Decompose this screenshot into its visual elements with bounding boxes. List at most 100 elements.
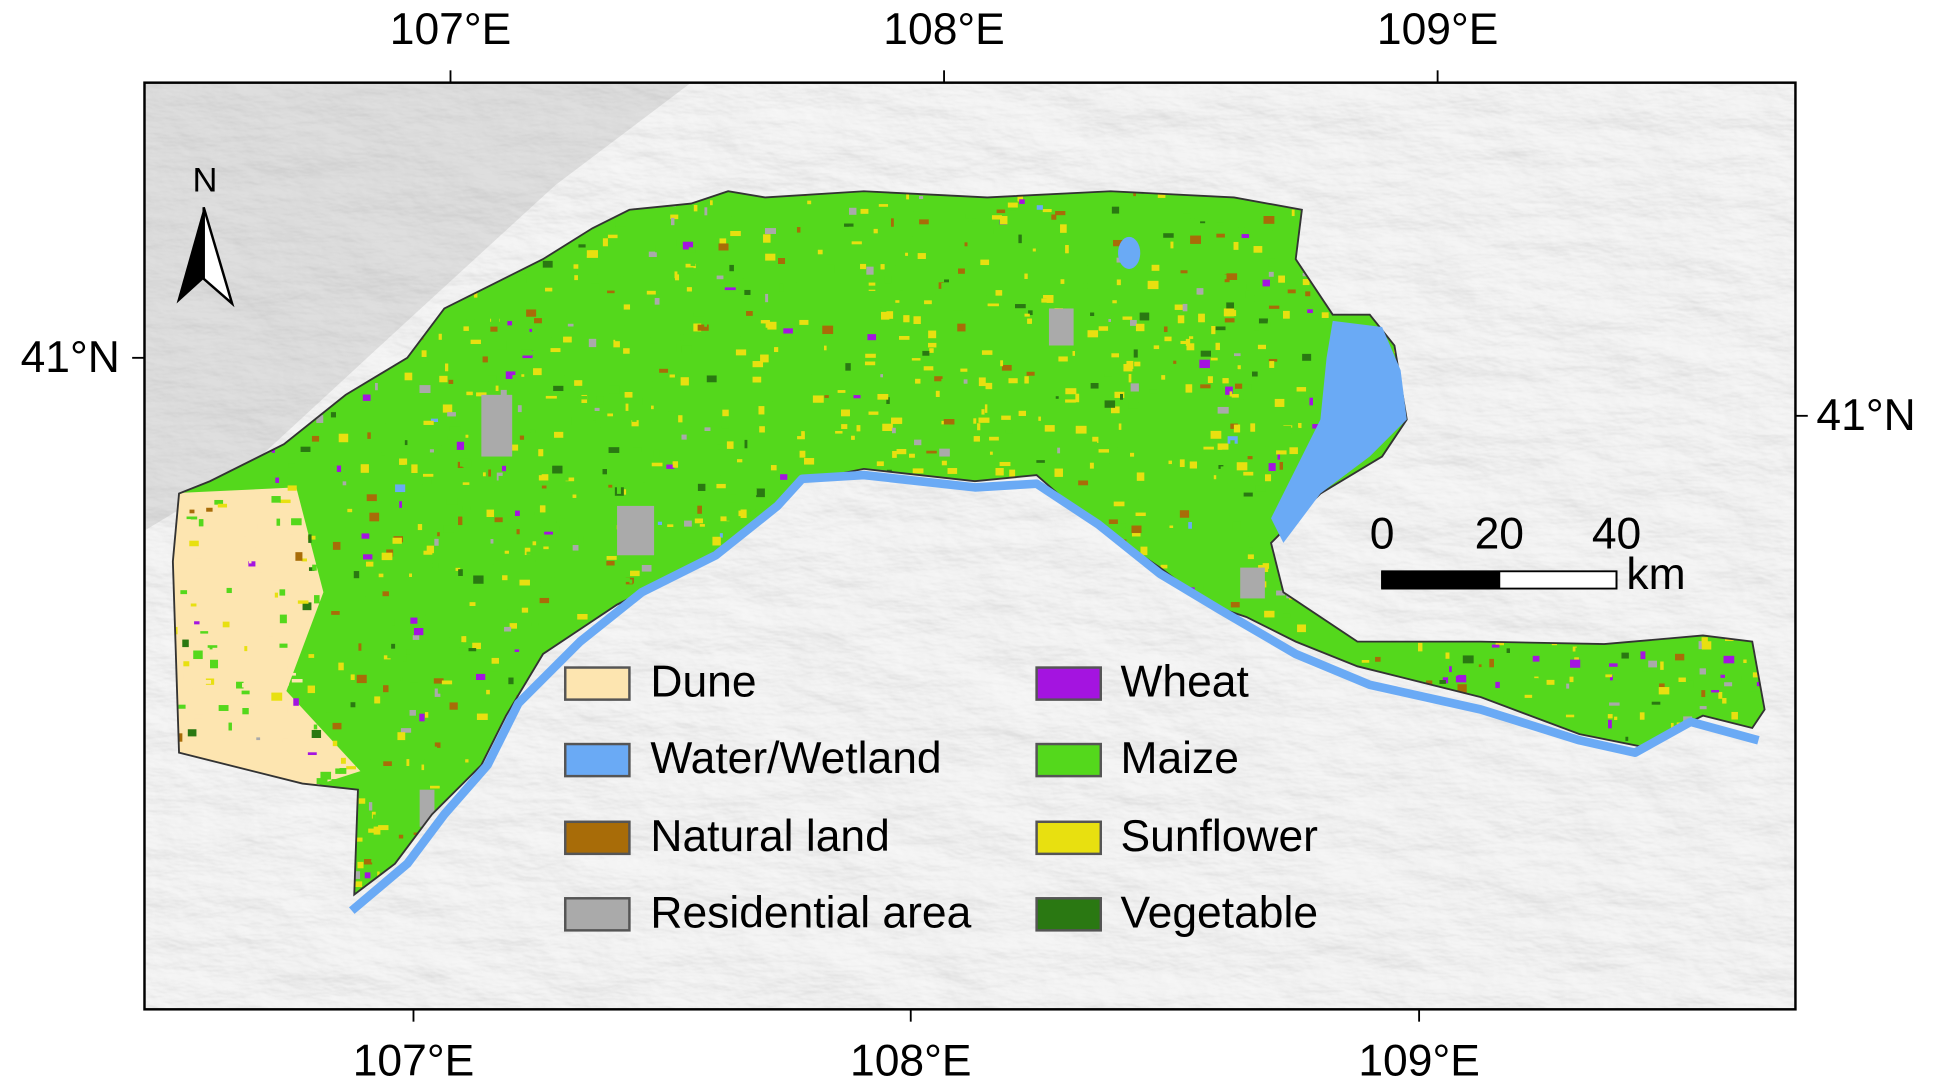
land-patch: [905, 252, 908, 256]
land-patch: [1642, 664, 1648, 672]
land-patch: [1181, 503, 1185, 508]
land-patch: [782, 408, 792, 414]
land-patch: [519, 435, 525, 440]
land-patch: [672, 461, 679, 468]
land-patch: [543, 546, 549, 550]
land-patch: [774, 347, 779, 353]
land-patch: [524, 547, 531, 556]
land-patch: [291, 679, 303, 683]
land-patch: [1022, 404, 1029, 409]
land-patch: [309, 664, 316, 671]
land-patch: [1246, 284, 1253, 291]
land-patch: [654, 297, 660, 305]
land-patch: [923, 366, 935, 371]
land-patch: [707, 498, 713, 503]
land-patch: [1111, 216, 1119, 224]
land-patch: [1116, 257, 1122, 263]
land-patch: [1046, 295, 1054, 303]
land-patch: [560, 512, 565, 519]
land-patch: [608, 225, 616, 232]
land-patch: [434, 688, 441, 697]
land-patch: [623, 304, 631, 310]
land-patch: [473, 454, 477, 463]
land-patch: [496, 341, 507, 350]
land-patch: [195, 554, 203, 559]
land-patch: [799, 450, 806, 458]
land-patch: [1734, 675, 1742, 682]
land-patch: [504, 626, 512, 632]
land-patch: [1220, 466, 1227, 470]
land-patch: [406, 759, 410, 767]
land-patch: [279, 614, 287, 624]
land-patch: [613, 501, 617, 509]
bottom-label: 107°E: [353, 1036, 474, 1085]
land-patch: [941, 460, 947, 466]
land-patch: [238, 730, 246, 735]
land-patch: [1268, 271, 1274, 277]
land-patch: [1216, 222, 1224, 226]
land-patch: [1625, 736, 1629, 741]
land-patch: [738, 510, 744, 517]
land-patch: [534, 318, 542, 324]
land-patch: [1180, 340, 1189, 345]
residential-patch: [617, 505, 655, 556]
land-patch: [400, 677, 403, 681]
land-patch: [803, 225, 809, 230]
land-patch: [1209, 577, 1219, 585]
land-patch: [1720, 674, 1725, 678]
land-patch: [225, 733, 230, 743]
land-patch: [1168, 460, 1172, 465]
land-patch: [1041, 298, 1049, 303]
land-patch: [868, 411, 879, 415]
land-patch: [482, 356, 488, 363]
land-patch: [460, 311, 468, 317]
land-patch: [1533, 678, 1539, 686]
mountains: [144, 82, 692, 531]
land-patch: [488, 375, 497, 382]
land-patch: [1179, 286, 1183, 295]
land-patch: [831, 316, 839, 323]
land-patch: [347, 508, 353, 513]
land-patch: [1609, 674, 1613, 681]
land-patch: [1462, 655, 1474, 664]
land-patch: [446, 498, 458, 505]
land-patch: [1028, 310, 1033, 316]
land-patch: [1224, 558, 1234, 562]
land-patch: [903, 315, 910, 323]
land-patch: [558, 474, 569, 481]
land-patch: [1203, 446, 1214, 450]
land-patch: [431, 478, 439, 485]
land-patch: [1132, 262, 1143, 269]
land-patch: [457, 597, 468, 605]
land-patch: [345, 527, 351, 532]
land-patch: [697, 505, 702, 514]
land-patch: [446, 772, 451, 776]
land-patch: [1018, 234, 1022, 244]
land-patch: [241, 690, 250, 695]
land-patch: [538, 474, 549, 481]
land-patch: [442, 404, 453, 413]
land-patch: [1276, 450, 1287, 455]
land-patch: [214, 499, 224, 505]
land-patch: [906, 192, 910, 200]
land-patch: [588, 338, 597, 348]
land-patch: [779, 283, 784, 292]
land-patch: [890, 218, 894, 227]
land-patch: [1287, 289, 1296, 294]
land-patch: [547, 492, 554, 495]
land-patch: [395, 484, 406, 493]
land-patch: [919, 195, 924, 200]
land-patch: [1297, 216, 1301, 225]
land-patch: [1130, 452, 1135, 457]
land-patch: [1215, 326, 1226, 331]
land-patch: [1018, 410, 1026, 416]
land-patch: [1145, 496, 1152, 501]
land-patch: [399, 501, 403, 508]
land-patch: [1210, 430, 1222, 439]
land-patch: [729, 264, 734, 272]
land-patch: [706, 375, 717, 383]
land-patch: [726, 441, 734, 449]
land-patch: [742, 278, 753, 287]
land-patch: [1161, 533, 1170, 537]
land-patch: [756, 488, 765, 498]
